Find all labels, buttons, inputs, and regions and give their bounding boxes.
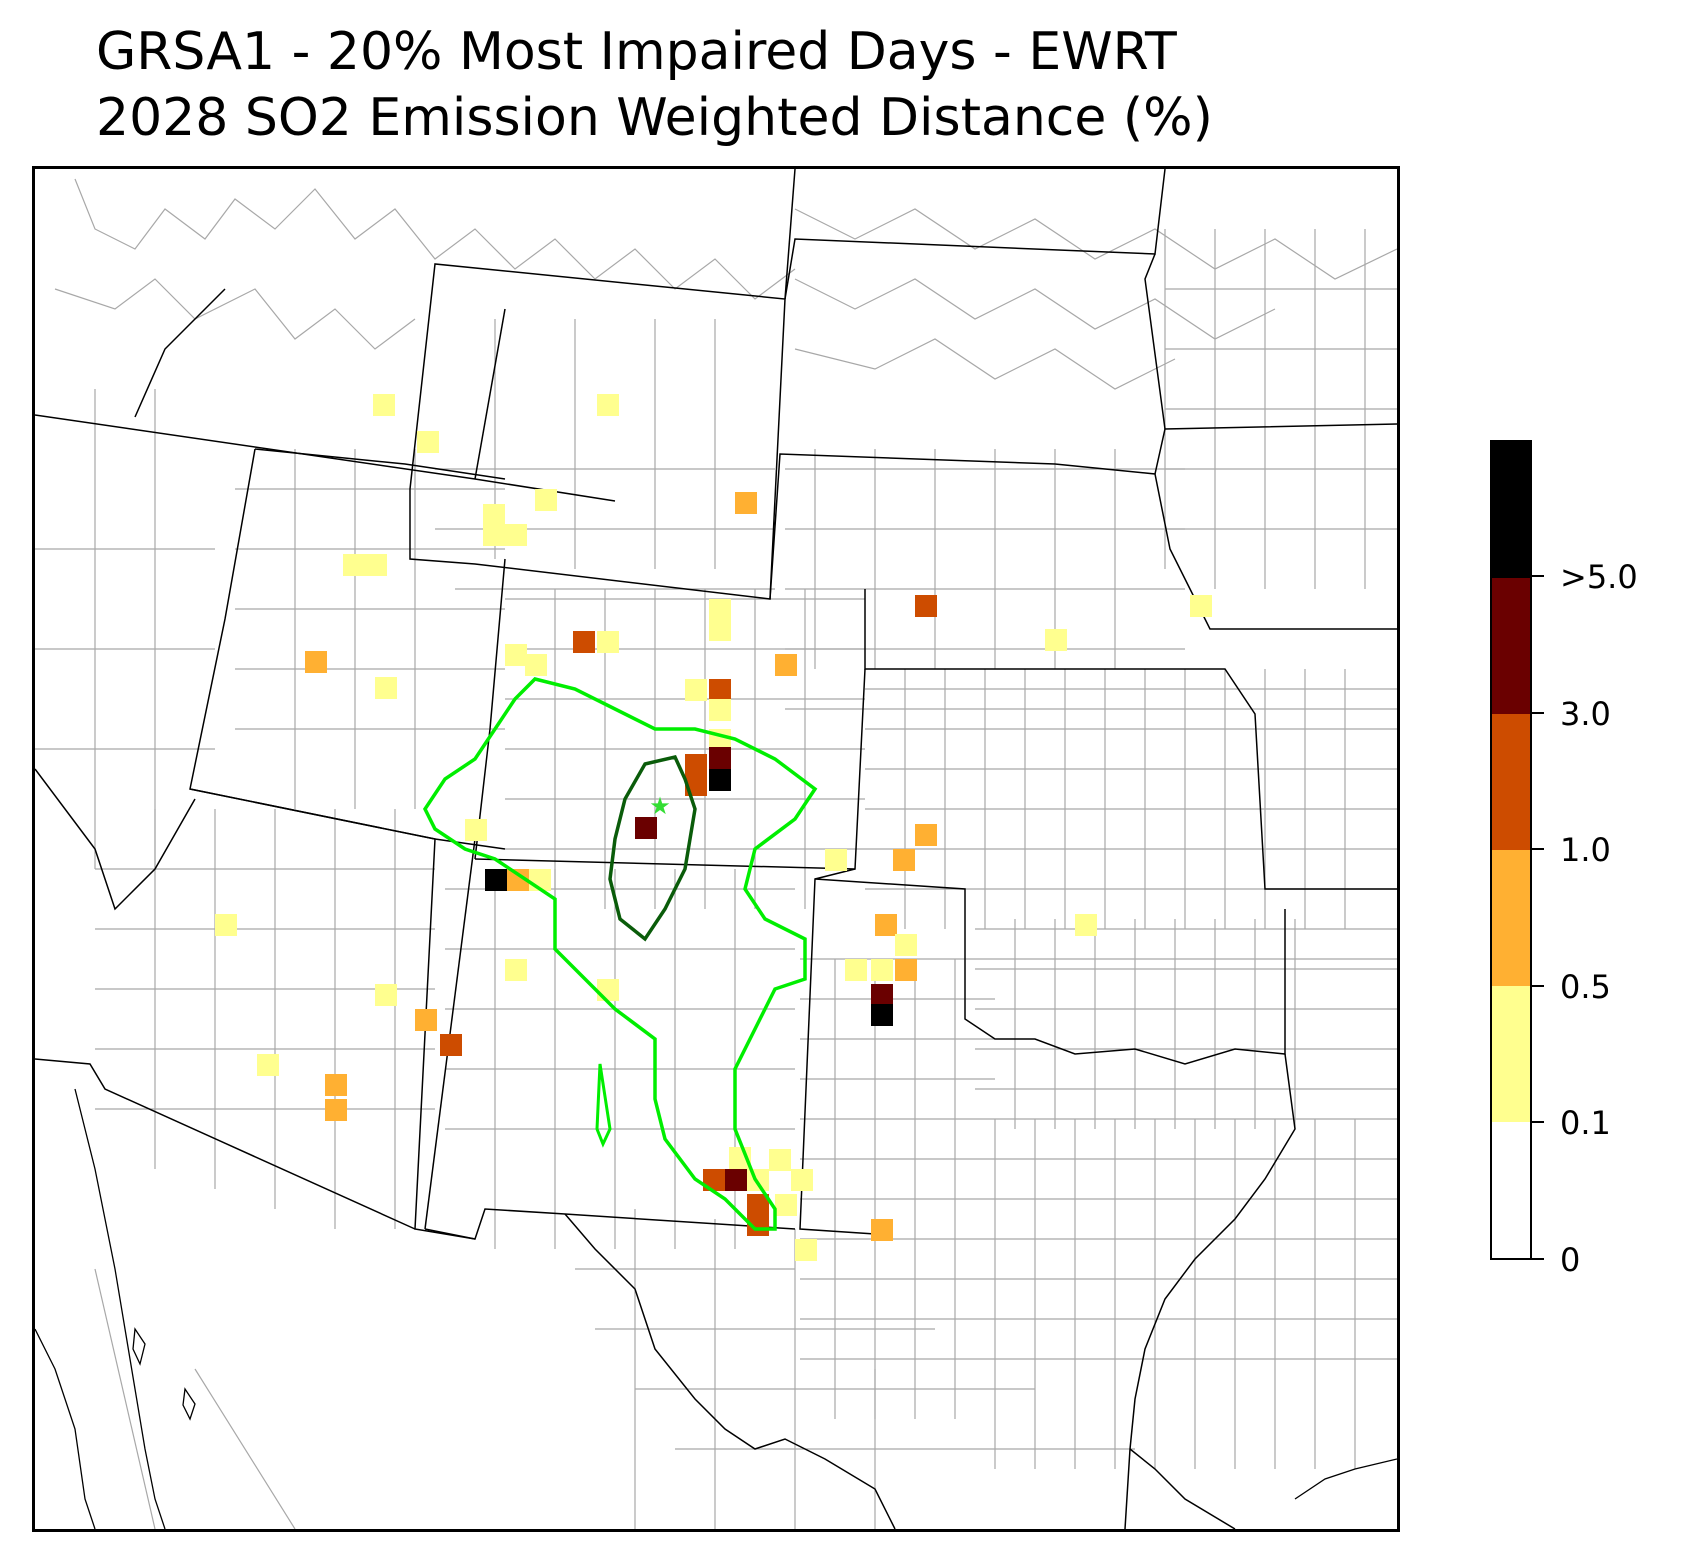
emission-cell xyxy=(893,849,915,871)
emission-cell xyxy=(871,1004,893,1026)
emission-cell xyxy=(895,959,917,981)
colorbar-bin xyxy=(1492,578,1530,714)
colorbar-label-0.1: 0.1 xyxy=(1560,1104,1611,1142)
emission-cell xyxy=(573,631,595,653)
colorbar-bin xyxy=(1492,714,1530,850)
emission-cell xyxy=(735,492,757,514)
emission-cell xyxy=(685,679,707,701)
emission-cell xyxy=(871,959,893,981)
emission-cell xyxy=(915,595,937,617)
colorbar-label-1.0: 1.0 xyxy=(1560,831,1611,869)
emission-cell xyxy=(871,984,893,1006)
emission-cell xyxy=(597,394,619,416)
emission-cell xyxy=(535,489,557,511)
emission-cell xyxy=(775,1194,797,1216)
emission-cell xyxy=(709,619,731,641)
colorbar-tick xyxy=(1532,1258,1544,1260)
emission-cell xyxy=(747,1194,769,1216)
emission-cell xyxy=(485,869,507,891)
map-canvas: ★ xyxy=(35,169,1397,1529)
emission-cell xyxy=(747,1169,769,1191)
receptor-star: ★ xyxy=(649,792,671,820)
emission-cell xyxy=(791,1169,813,1191)
colorbar-bin xyxy=(1492,1122,1530,1258)
outer-contour xyxy=(422,677,818,1231)
colorbar-tick xyxy=(1532,985,1544,987)
emission-cell xyxy=(415,1009,437,1031)
colorbar-bin xyxy=(1492,850,1530,986)
emission-cell xyxy=(871,1219,893,1241)
emission-cell xyxy=(215,914,237,936)
emission-cell xyxy=(507,869,529,891)
emission-cell xyxy=(505,959,527,981)
colorbar-label-0.5: 0.5 xyxy=(1560,968,1611,1006)
colorbar-tick xyxy=(1532,712,1544,714)
emission-cell xyxy=(375,984,397,1006)
colorbar-tick xyxy=(1532,1121,1544,1123)
colorbar-label-3.0: 3.0 xyxy=(1560,695,1611,733)
emission-cell xyxy=(709,599,731,621)
emission-cell xyxy=(375,677,397,699)
emission-cell xyxy=(795,1239,817,1261)
emission-cell xyxy=(709,679,731,701)
emission-cell xyxy=(1190,595,1212,617)
emission-cell xyxy=(343,554,365,576)
emission-cell xyxy=(365,554,387,576)
coastline xyxy=(35,1088,1397,1529)
colorbar-tick xyxy=(1532,575,1544,577)
emission-cell xyxy=(769,1149,791,1171)
emission-cell xyxy=(709,699,731,721)
emission-cell xyxy=(505,644,527,666)
map-title-line-2: 2028 SO2 Emission Weighted Distance (%) xyxy=(96,88,1213,148)
emission-cell xyxy=(505,524,527,546)
colorbar-label-0: 0 xyxy=(1560,1241,1581,1279)
emission-cell xyxy=(825,849,847,871)
emission-cell xyxy=(775,654,797,676)
state-boundaries xyxy=(35,169,1397,1529)
inner-contour xyxy=(608,754,697,942)
map-panel: ★ xyxy=(32,166,1400,1532)
emission-cell xyxy=(725,1169,747,1191)
emission-cell xyxy=(325,1099,347,1121)
emission-cell xyxy=(915,824,937,846)
emission-cell xyxy=(483,504,505,526)
emission-cell xyxy=(325,1074,347,1096)
emission-cell xyxy=(895,934,917,956)
emission-cell xyxy=(1045,629,1067,651)
emission-cell xyxy=(703,1169,725,1191)
map-title-line-1: GRSA1 - 20% Most Impaired Days - EWRT xyxy=(96,22,1177,82)
colorbar-bin xyxy=(1492,442,1530,578)
emission-cells xyxy=(215,394,1212,1261)
colorbar-tick xyxy=(1532,848,1544,850)
emission-cell xyxy=(845,959,867,981)
emission-cell xyxy=(465,819,487,841)
emission-cell xyxy=(525,654,547,676)
emission-cell xyxy=(373,394,395,416)
emission-cell xyxy=(597,979,619,1001)
emission-cell xyxy=(597,631,619,653)
county-boundaries xyxy=(35,178,1397,1529)
colorbar xyxy=(1490,440,1532,1260)
emission-cell xyxy=(709,769,731,791)
colorbar-label-gt5.0: >5.0 xyxy=(1560,558,1638,596)
emission-cell xyxy=(1075,914,1097,936)
emission-cell xyxy=(709,747,731,769)
emission-cell xyxy=(440,1034,462,1056)
outer-contour-fragment xyxy=(595,1063,612,1148)
emission-cell xyxy=(685,754,707,776)
emission-cell xyxy=(875,914,897,936)
emission-cell xyxy=(635,817,657,839)
emission-cell xyxy=(483,524,505,546)
emission-cell xyxy=(257,1054,279,1076)
emission-cell xyxy=(417,431,439,453)
emission-cell xyxy=(305,651,327,673)
colorbar-bin xyxy=(1492,986,1530,1122)
